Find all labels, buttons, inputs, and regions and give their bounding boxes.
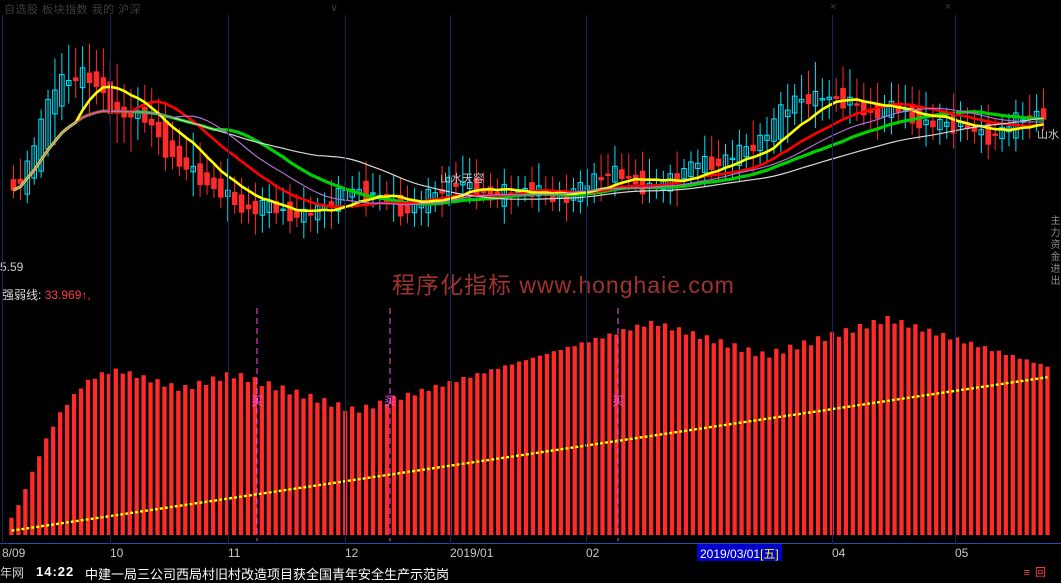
axis-tick: 8/09 — [2, 546, 26, 560]
watermark-text: 程序化指标 www.honghaie.com — [392, 272, 735, 298]
close-icon[interactable]: × — [830, 1, 837, 13]
buy-marker: 买 — [251, 394, 264, 408]
indicator-title: 强弱线: 33.969↑, — [2, 286, 91, 303]
grid-line — [228, 15, 229, 544]
status-logo: 年网 — [0, 566, 25, 580]
indicator-pane[interactable]: 强弱线: 33.969↑, 买 买 买 — [0, 288, 1061, 543]
indicator-svg — [9, 308, 1050, 541]
indicator-name: 强弱线: — [2, 288, 42, 302]
status-news-ticker[interactable]: 中建一局三公司西局村旧村改造项目获全国青年安全生产示范岗 — [85, 567, 450, 582]
grid-line — [110, 15, 111, 544]
axis-selected-weekday: [五] — [760, 547, 779, 561]
axis-tick: 11 — [228, 546, 241, 560]
candlestick-svg — [10, 43, 1047, 239]
axis-selected-date[interactable]: 2019/03/01[五] — [697, 544, 782, 563]
close-icon-secondary[interactable]: × — [945, 1, 952, 13]
axis-tick: 05 — [955, 546, 969, 560]
axis-tick: 04 — [832, 546, 846, 560]
axis-tick: 10 — [110, 546, 124, 560]
grid-line — [955, 15, 956, 544]
top-toolbar: 自选股 板块指数 我的 沪深 ∨ × × — [0, 0, 1061, 16]
status-right-icons[interactable]: ≡ 回 — [1023, 567, 1047, 579]
axis-tick: 02 — [586, 546, 600, 560]
grid-line — [450, 15, 451, 544]
axis-tick: 12 — [345, 546, 359, 560]
price-right-label: 山水 — [1037, 129, 1059, 141]
toolbar-left-label[interactable]: 自选股 板块指数 我的 沪深 — [4, 4, 142, 16]
right-vertical-label: 主力资金进出 — [1048, 215, 1059, 287]
status-time: 14:22 — [36, 564, 75, 579]
price-left-value: 5.59 — [0, 260, 24, 274]
x-axis[interactable]: 8/09 10 11 12 2019/01 02 04 05 2019/03/01[五] — [0, 15, 1061, 563]
grid-line — [345, 15, 346, 544]
grid-line — [586, 15, 587, 544]
axis-tick: 2019/01 — [450, 546, 494, 560]
chevron-down-icon[interactable]: ∨ — [330, 2, 339, 14]
price-mid-label: 山水天容 — [440, 173, 484, 185]
price-chart-pane[interactable]: 山水 山水天容 — [0, 14, 1061, 260]
indicator-value: 33.969↑, — [44, 288, 91, 302]
buy-marker: 买 — [612, 394, 625, 408]
buy-marker: 买 — [384, 394, 397, 408]
axis-selected-date-text: 2019/03/01 — [700, 547, 761, 561]
status-bar: 年网 14:22 中建一局三公司西局村旧村改造项目获全国青年安全生产示范岗 ≡ … — [0, 561, 1061, 583]
grid-line — [2, 15, 3, 544]
grid-line — [832, 15, 833, 544]
